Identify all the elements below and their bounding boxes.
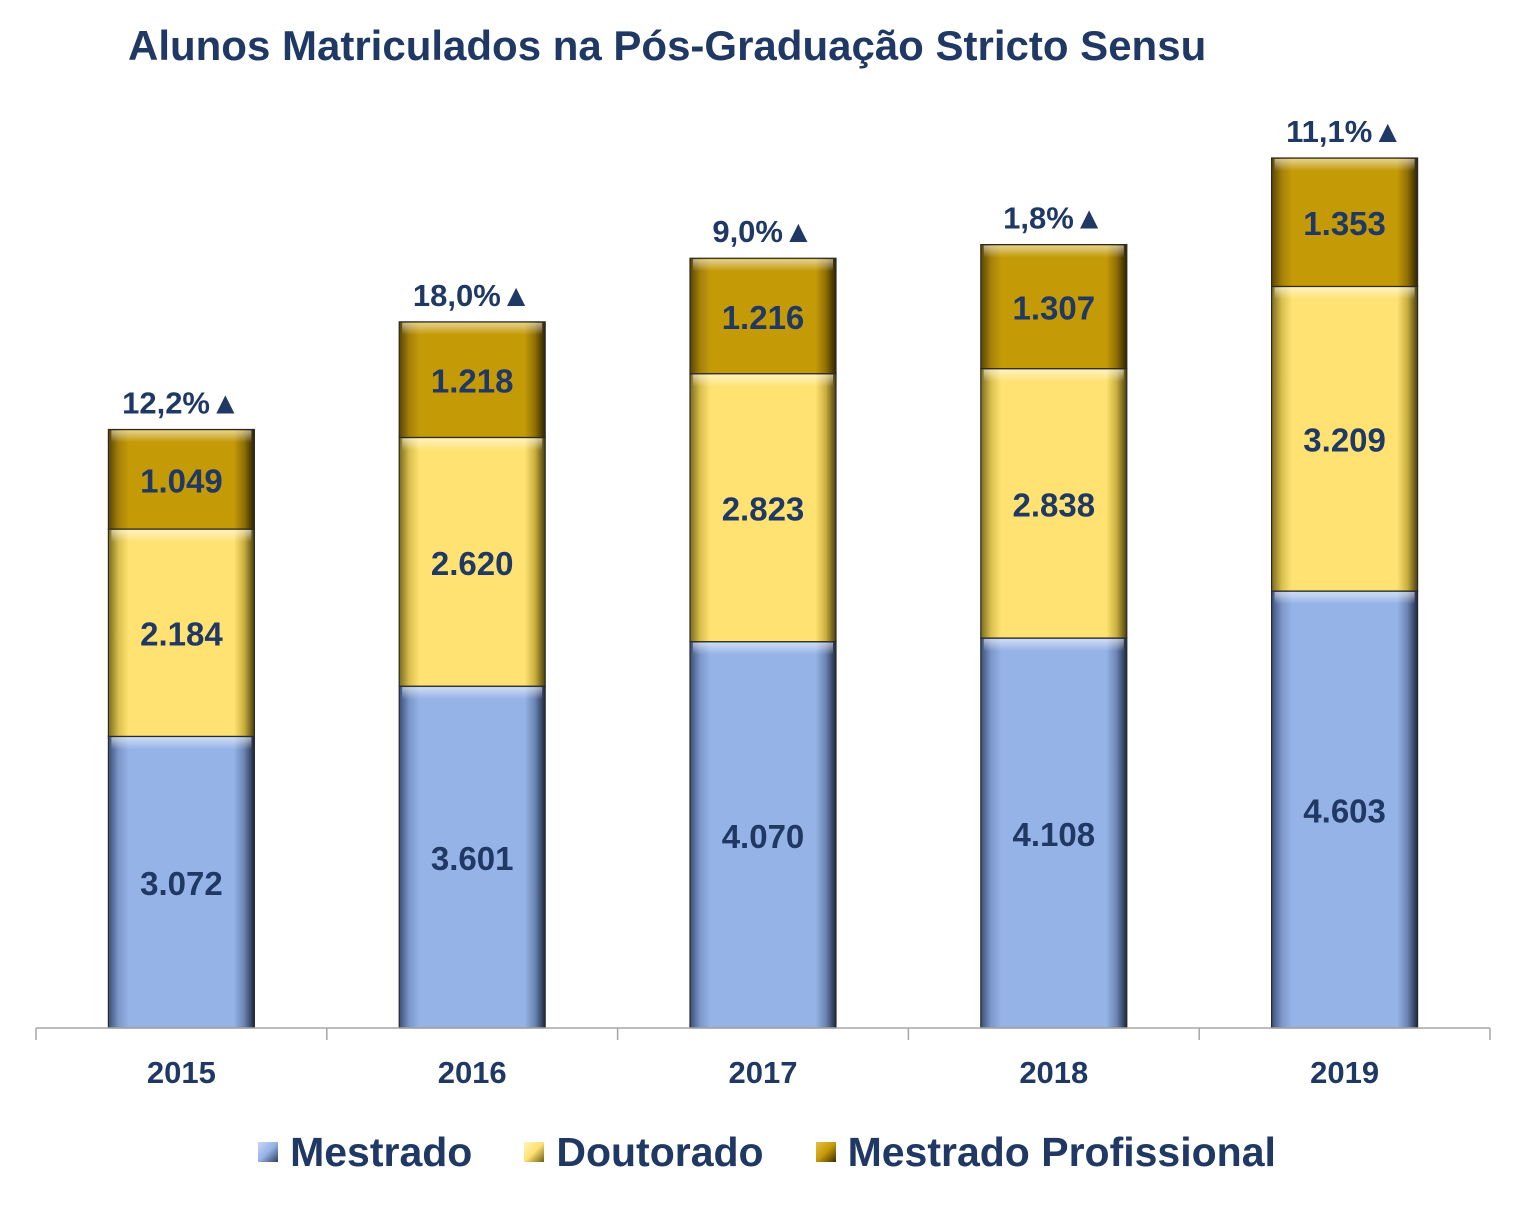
data-label-mestrado-profissional-2018: 1.307 bbox=[1013, 290, 1096, 327]
data-label-mestrado-profissional-2015: 1.049 bbox=[140, 462, 223, 499]
growth-label-2017: 9,0%▲ bbox=[712, 214, 813, 249]
x-tick-label-2018: 2018 bbox=[1019, 1055, 1088, 1090]
bar-mestrado-2019 bbox=[1270, 590, 1419, 1029]
bar-mestrado-2018 bbox=[980, 637, 1128, 1029]
x-tick-label-2015: 2015 bbox=[147, 1055, 216, 1090]
bar-mestrado-profissional-2018-bevel bbox=[983, 245, 1124, 258]
bar-mestrado-2017-bevel bbox=[693, 642, 833, 655]
bar-mestrado-2019-bevel bbox=[1274, 592, 1415, 605]
growth-label-2019: 11,1%▲ bbox=[1286, 114, 1403, 149]
bar-doutorado-2019 bbox=[1270, 285, 1419, 592]
data-label-mestrado-profissional-2017: 1.216 bbox=[722, 299, 805, 336]
bar-mestrado-2017 bbox=[689, 641, 837, 1029]
bar-mestrado-profissional-2017 bbox=[689, 257, 837, 375]
growth-label-2018: 1,8%▲ bbox=[1003, 201, 1104, 236]
data-label-mestrado-profissional-2016: 1.218 bbox=[431, 363, 514, 400]
data-label-doutorado-2017: 2.823 bbox=[722, 491, 805, 528]
x-axis: 2015 2016 2017 2018 2019 bbox=[35, 1027, 1491, 1090]
bar-doutorado-2016 bbox=[398, 436, 546, 687]
growth-label-2015: 12,2%▲ bbox=[122, 385, 241, 420]
data-label-doutorado-2018: 2.838 bbox=[1013, 486, 1096, 523]
data-label-mestrado-2017: 4.070 bbox=[722, 818, 805, 855]
bar-mestrado-profissional-2015-bevel bbox=[111, 430, 252, 443]
legend-label-mestrado-profissional: Mestrado Profissional bbox=[847, 1128, 1276, 1175]
data-label-mestrado-2016: 3.601 bbox=[431, 840, 514, 877]
data-label-doutorado-2015: 2.184 bbox=[140, 616, 223, 653]
bar-mestrado-profissional-2017-bevel bbox=[693, 259, 833, 272]
bar-mestrado-profissional-2019-bevel bbox=[1274, 159, 1415, 171]
bar-mestrado-2018-bevel bbox=[983, 639, 1124, 652]
x-tick-label-2019: 2019 bbox=[1310, 1055, 1379, 1090]
legend-item-doutorado: Doutorado bbox=[524, 1128, 764, 1176]
data-label-doutorado-2019: 3.209 bbox=[1303, 422, 1386, 459]
bar-mestrado-profissional-2019 bbox=[1270, 157, 1419, 288]
bar-doutorado-2015-bevel bbox=[111, 530, 252, 543]
data-label-mestrado-2019: 4.603 bbox=[1303, 793, 1386, 830]
legend-item-mestrado: Mestrado bbox=[258, 1129, 472, 1176]
bar-doutorado-2017 bbox=[689, 373, 837, 643]
bar-doutorado-2018-bevel bbox=[983, 369, 1124, 382]
chart-title: Alunos Matriculados na Pós-Graduação Str… bbox=[128, 22, 1207, 69]
legend-item-mestrado-profissional: Mestrado Profissional bbox=[815, 1128, 1276, 1176]
data-label-mestrado-profissional-2019: 1.353 bbox=[1303, 205, 1386, 242]
x-tick-label-2016: 2016 bbox=[438, 1055, 507, 1090]
bar-doutorado-2018 bbox=[980, 368, 1128, 639]
data-label-mestrado-2015: 3.072 bbox=[140, 865, 223, 902]
growth-label-2016: 18,0%▲ bbox=[413, 278, 532, 313]
bar-mestrado-profissional-2018 bbox=[980, 243, 1128, 370]
bar-doutorado-2019-bevel bbox=[1274, 287, 1415, 300]
legend-swatch-mestrado-profissional bbox=[815, 1142, 836, 1162]
bar-mestrado-2015-bevel bbox=[111, 737, 252, 750]
bar-doutorado-2016-bevel bbox=[402, 438, 543, 451]
legend-swatch-mestrado bbox=[258, 1142, 279, 1162]
x-tick-label-2017: 2017 bbox=[729, 1055, 798, 1090]
data-label-mestrado-2018: 4.108 bbox=[1013, 816, 1096, 853]
bar-mestrado-profissional-2016-bevel bbox=[402, 322, 543, 335]
bar-mestrado-2016 bbox=[398, 685, 546, 1029]
legend-label-doutorado: Doutorado bbox=[556, 1128, 764, 1175]
bar-mestrado-2015 bbox=[107, 735, 256, 1029]
legend-label-mestrado: Mestrado bbox=[290, 1128, 473, 1175]
data-label-doutorado-2016: 2.620 bbox=[431, 545, 514, 582]
bar-mestrado-2016-bevel bbox=[402, 687, 543, 700]
bar-doutorado-2017-bevel bbox=[693, 374, 833, 387]
bar-mestrado-profissional-2015 bbox=[107, 428, 256, 530]
bar-mestrado-profissional-2016 bbox=[398, 321, 546, 439]
legend-swatch-doutorado bbox=[524, 1142, 545, 1162]
legend: Mestrado Doutorado Mestrado Profissional bbox=[0, 1122, 1534, 1182]
bars-layer: 3.072 2.184 1.049 12,2%▲ 3.601 2.620 1.218 18,0… bbox=[107, 114, 1419, 1029]
